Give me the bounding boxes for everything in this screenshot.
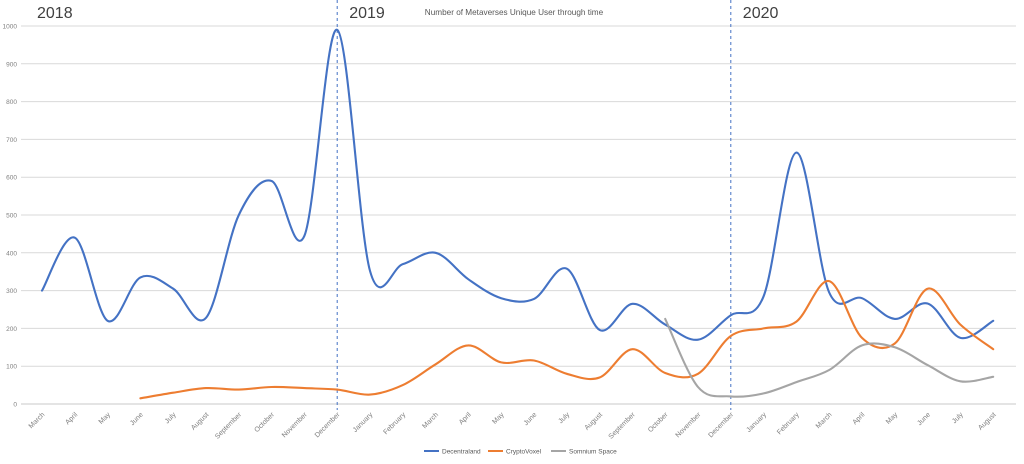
chart-title: Number of Metaverses Unique User through… bbox=[425, 8, 604, 17]
x-axis-label-2: May bbox=[98, 411, 113, 426]
x-axis-label-1: April bbox=[64, 411, 79, 426]
x-axis-label-19: October bbox=[647, 411, 670, 434]
x-axis-label-4: July bbox=[164, 411, 178, 425]
y-axis-label-1000: 1000 bbox=[3, 24, 18, 31]
year-label-2018: 2018 bbox=[37, 5, 73, 22]
x-axis-label-8: November bbox=[281, 411, 309, 439]
x-axis-label-9: December bbox=[314, 411, 342, 439]
x-axis-label-5: August bbox=[190, 411, 210, 431]
x-axis-label-24: March bbox=[815, 411, 834, 430]
x-axis-label-11: February bbox=[382, 411, 407, 436]
legend-label-decentraland: Decentraland bbox=[442, 449, 481, 456]
legend-label-somnium-space: Somnium Space bbox=[569, 449, 617, 456]
year-label-2020: 2020 bbox=[743, 5, 779, 22]
legend: Decentraland CryptoVoxel Somnium Space bbox=[424, 449, 617, 456]
x-axis-label-12: March bbox=[421, 411, 440, 430]
x-axis-label-29: August bbox=[977, 411, 997, 431]
x-axis-label-10: January bbox=[352, 411, 375, 434]
y-axis-label-0: 0 bbox=[13, 402, 17, 409]
y-axis-label-600: 600 bbox=[6, 175, 17, 182]
legend-label-cryptovoxel: CryptoVoxel bbox=[506, 449, 542, 456]
y-axis-label-800: 800 bbox=[6, 99, 17, 106]
x-axis-labels: March April May June July August September Octo… bbox=[28, 411, 998, 441]
x-axis-label-0: March bbox=[28, 411, 47, 430]
x-axis-label-18: September bbox=[608, 411, 638, 441]
x-axis-label-17: August bbox=[584, 411, 604, 431]
series-layer bbox=[40, 28, 995, 400]
y-axis-label-100: 100 bbox=[6, 364, 17, 371]
legend-item-decentraland[interactable]: Decentraland bbox=[424, 449, 481, 456]
y-axis-label-900: 900 bbox=[6, 61, 17, 68]
x-axis-label-20: November bbox=[675, 411, 703, 439]
series-line-cryptovoxel[interactable] bbox=[139, 280, 995, 400]
y-axis-label-500: 500 bbox=[6, 213, 17, 220]
x-axis-label-7: October bbox=[253, 411, 276, 434]
x-axis-label-16: July bbox=[557, 411, 571, 425]
y-axis-label-400: 400 bbox=[6, 250, 17, 257]
x-axis-label-28: July bbox=[951, 411, 965, 425]
year-separator-layer bbox=[336, 0, 732, 410]
series-line-somnium-space[interactable] bbox=[664, 317, 995, 398]
x-axis-label-13: April bbox=[458, 411, 473, 426]
legend-item-cryptovoxel[interactable]: CryptoVoxel bbox=[488, 449, 542, 456]
y-axis-labels: 0 100 200 300 400 500 600 700 800 900 1000 bbox=[3, 24, 18, 409]
x-axis-label-22: January bbox=[745, 411, 768, 434]
x-axis-label-23: February bbox=[776, 411, 801, 436]
legend-item-somnium-space[interactable]: Somnium Space bbox=[551, 449, 617, 456]
x-axis-label-14: May bbox=[491, 411, 506, 426]
series-line-decentraland[interactable] bbox=[40, 28, 995, 341]
y-axis-label-300: 300 bbox=[6, 288, 17, 295]
year-labels: 2018 2019 2020 bbox=[37, 5, 778, 22]
y-axis-label-700: 700 bbox=[6, 137, 17, 144]
x-axis-label-3: June bbox=[129, 411, 145, 427]
x-axis-label-6: September bbox=[214, 411, 244, 441]
year-label-2019: 2019 bbox=[349, 5, 385, 22]
y-axis-label-200: 200 bbox=[6, 326, 17, 333]
x-axis-label-25: April bbox=[852, 411, 867, 426]
x-axis-label-15: June bbox=[523, 411, 539, 427]
x-axis-label-27: June bbox=[916, 411, 932, 427]
x-axis-label-21: December bbox=[707, 411, 735, 439]
grid-layer bbox=[21, 25, 1016, 405]
x-axis-label-26: May bbox=[885, 411, 900, 426]
